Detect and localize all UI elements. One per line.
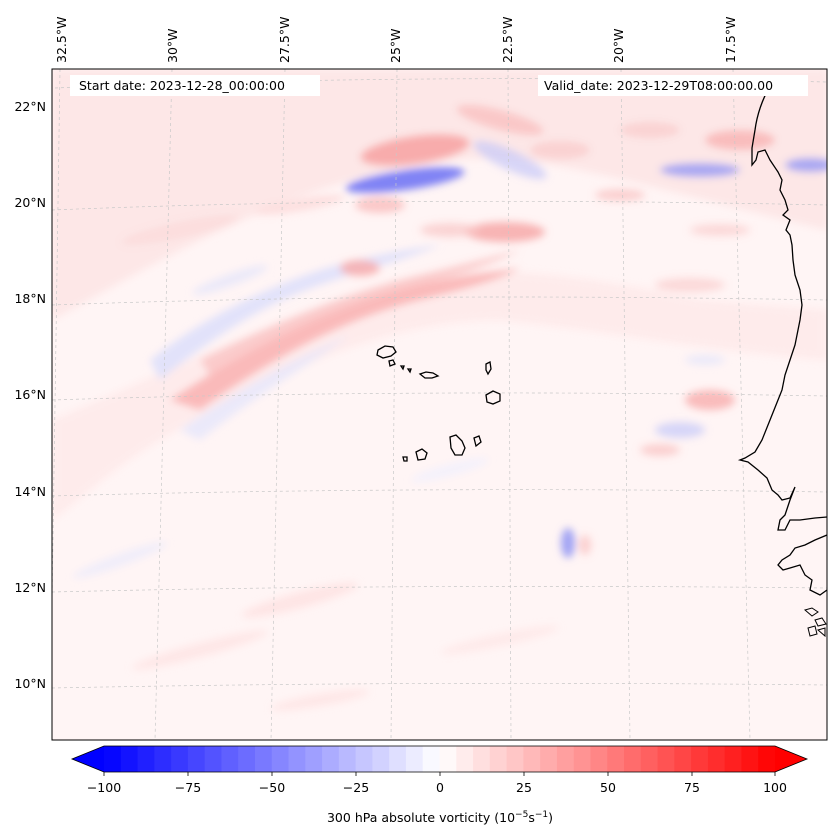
colorbar-tick-labels: −100 −75 −50 −25 0 25 50 75 100	[87, 780, 787, 795]
vorticity-field	[52, 69, 827, 711]
colorbar-segment	[137, 746, 155, 772]
cbar-tick-label: −100	[87, 780, 121, 795]
colorbar-segment	[389, 746, 407, 772]
lon-label-25w: 25°W	[388, 28, 403, 63]
africa-coastline	[737, 85, 827, 531]
cbar-tick-label: 25	[516, 780, 532, 795]
colorbar-segment	[489, 746, 508, 772]
colorbar-segment	[573, 746, 592, 772]
cbar-tick-label: 75	[684, 780, 700, 795]
colorbar-segment	[238, 746, 256, 772]
colorbar-segment	[288, 746, 306, 772]
cbar-tick-label: 50	[600, 780, 616, 795]
colorbar-segment	[439, 746, 457, 772]
colorbar-ticks	[103, 772, 776, 776]
lat-label-14n: 14°N	[14, 484, 46, 499]
cbar-tick-label: −50	[259, 780, 285, 795]
colorbar-segment	[657, 746, 675, 772]
colorbar-segment	[254, 746, 273, 772]
colorbar-segment	[322, 746, 340, 772]
colorbar-segment	[540, 746, 558, 772]
map-panel: Start date: 2023-12-28_00:00:00 Valid_da…	[52, 69, 827, 740]
colorbar-extend-min	[72, 746, 104, 772]
colorbar-segment	[187, 746, 206, 772]
colorbar-segment	[204, 746, 223, 772]
map-frame	[51, 68, 828, 741]
colorbar-segment	[338, 746, 357, 772]
colorbar-segment	[758, 746, 776, 772]
cbar-tick-label: −25	[343, 780, 369, 795]
colorbar-segment	[691, 746, 709, 772]
colorbar-segment	[104, 746, 122, 772]
valid-date-box	[538, 75, 808, 96]
colorbar-segments	[72, 746, 807, 772]
colorbar-segment	[674, 746, 692, 772]
lat-label-16n: 16°N	[14, 387, 46, 402]
colorbar-segment	[590, 746, 608, 772]
lon-label-32-5w: 32.5°W	[54, 17, 69, 63]
start-date-box	[70, 75, 320, 96]
lat-label-10n: 10°N	[14, 676, 46, 691]
colorbar-segment	[405, 746, 424, 772]
latitude-labels: 22°N 20°N 18°N 16°N 14°N 12°N 10°N	[14, 99, 46, 691]
colorbar-segment	[741, 746, 759, 772]
colorbar-segment	[506, 746, 524, 772]
colorbar-segment	[221, 746, 239, 772]
valid-date-label: Valid_date: 2023-12-29T08:00:00.00	[544, 78, 773, 93]
colorbar-segment	[271, 746, 290, 772]
lat-label-22n: 22°N	[14, 99, 46, 114]
cape-verde-islands	[376, 345, 501, 462]
start-date-label: Start date: 2023-12-28_00:00:00	[79, 78, 285, 93]
colorbar-segment	[556, 746, 575, 772]
colorbar-segment	[305, 746, 323, 772]
lon-label-22-5w: 22.5°W	[500, 17, 515, 63]
colorbar-segment	[154, 746, 172, 772]
cbar-tick-label: −75	[175, 780, 201, 795]
colorbar-segment	[171, 746, 189, 772]
colorbar-segment	[422, 746, 441, 772]
colorbar-segment	[456, 746, 474, 772]
lon-label-17-5w: 17.5°W	[723, 17, 738, 63]
lon-label-20w: 20°W	[611, 28, 626, 63]
colorbar-segment	[624, 746, 642, 772]
colorbar-segment	[724, 746, 743, 772]
longitude-labels: 32.5°W 30°W 27.5°W 25°W 22.5°W 20°W 17.5…	[54, 17, 738, 63]
lon-label-27-5w: 27.5°W	[277, 17, 292, 63]
colorbar-segment	[707, 746, 726, 772]
cbar-tick-label: 100	[763, 780, 787, 795]
colorbar-segment	[473, 746, 491, 772]
colorbar-segment	[372, 746, 390, 772]
colorbar-segment	[640, 746, 659, 772]
colorbar: −100 −75 −50 −25 0 25 50 75 100 300 hPa …	[70, 745, 809, 825]
lat-label-20n: 20°N	[14, 195, 46, 210]
lat-label-12n: 12°N	[14, 580, 46, 595]
colorbar-segment	[355, 746, 374, 772]
lat-label-18n: 18°N	[14, 291, 46, 306]
colorbar-segment	[607, 746, 625, 772]
colorbar-segment	[523, 746, 541, 772]
colorbar-extend-max	[775, 746, 807, 772]
lon-label-30w: 30°W	[165, 28, 180, 63]
colorbar-label: 300 hPa absolute vorticity (10−5s−1)	[327, 810, 553, 825]
bijagos-islands	[803, 607, 827, 638]
cbar-tick-label: 0	[436, 780, 444, 795]
guinea-coastline	[777, 534, 827, 596]
colorbar-segment	[120, 746, 139, 772]
